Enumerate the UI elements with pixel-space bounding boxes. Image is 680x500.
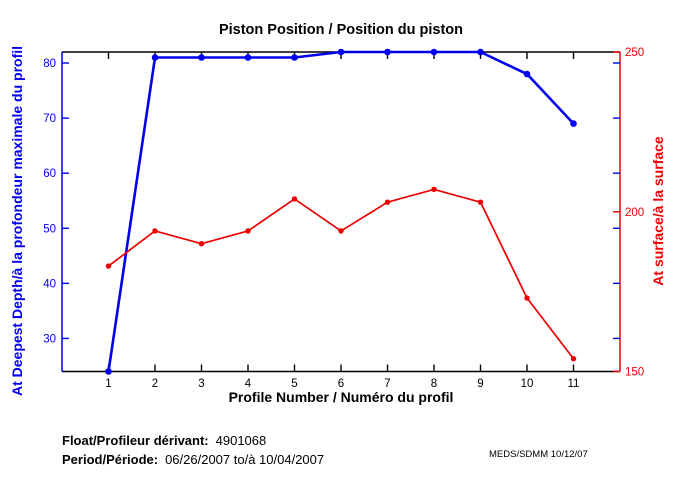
left-tick-label: 40 xyxy=(43,278,56,290)
surface-line-marker xyxy=(245,228,251,234)
surface-line-marker xyxy=(291,196,298,202)
left-tick-label: 60 xyxy=(43,168,56,180)
x-tick-label: 11 xyxy=(568,378,580,390)
x-tick-label: 6 xyxy=(338,378,344,390)
x-tick-label: 8 xyxy=(431,378,437,390)
period-line: Period/Période: 06/26/2007 to/à 10/04/200… xyxy=(62,452,324,467)
float-label: Float/Profileur dérivant: xyxy=(62,433,209,448)
credit-text: MEDS/SDMM 10/12/07 xyxy=(489,449,588,460)
surface-line-marker xyxy=(105,263,112,269)
surface-line-marker xyxy=(524,295,530,301)
left-tick-label: 70 xyxy=(43,113,56,125)
x-tick-label: 5 xyxy=(291,378,297,390)
surface-line-marker xyxy=(152,228,158,234)
surface-line-marker xyxy=(570,356,577,362)
deepest-depth-line-marker xyxy=(244,54,252,61)
left-tick-label: 50 xyxy=(43,223,56,235)
deepest-depth-line-marker xyxy=(477,48,484,56)
surface-line-marker xyxy=(384,199,391,205)
deepest-depth-line-marker xyxy=(291,54,298,61)
right-tick-label: 250 xyxy=(625,47,644,59)
deepest-depth-line-marker xyxy=(430,48,438,56)
period-value: 06/26/2007 to/à 10/04/2007 xyxy=(165,452,325,467)
left-tick-label: 30 xyxy=(43,333,56,345)
surface-line-marker xyxy=(477,199,484,205)
deepest-depth-line-marker xyxy=(105,368,112,375)
deepest-depth-line-marker xyxy=(151,54,159,61)
float-id-line: Float/Profileur dérivant: 4901068 xyxy=(62,433,266,448)
surface-line xyxy=(107,188,575,360)
deepest-depth-line-marker xyxy=(198,54,205,61)
deepest-depth-line-marker xyxy=(523,70,531,78)
left-y-axis-label: At Deepest Depth/à la profondeur maximal… xyxy=(9,45,25,397)
right-y-axis-label: At surface/à la surface xyxy=(650,136,666,286)
surface-line-marker xyxy=(431,186,437,193)
x-axis-label: Profile Number / Numéro du profil xyxy=(228,389,454,405)
x-tick-label: 9 xyxy=(477,378,483,390)
right-tick-label: 200 xyxy=(625,207,644,219)
surface-line-marker xyxy=(198,241,205,247)
period-label: Period/Période: xyxy=(62,452,159,467)
deepest-depth-line-marker xyxy=(337,48,345,56)
right-tick-label: 150 xyxy=(625,367,644,379)
chart-title: Piston Position / Position du piston xyxy=(218,22,464,38)
x-tick-label: 10 xyxy=(521,378,534,390)
deepest-depth-line-marker xyxy=(384,48,391,56)
x-tick-label: 7 xyxy=(384,378,390,390)
x-tick-label: 4 xyxy=(245,378,252,390)
x-tick-label: 1 xyxy=(105,378,111,390)
float-value: 4901068 xyxy=(215,433,267,448)
surface-line-marker xyxy=(338,228,344,234)
x-tick-label: 2 xyxy=(152,378,158,390)
deepest-depth-line xyxy=(107,50,575,372)
left-tick-label: 80 xyxy=(43,58,56,70)
x-tick-label: 3 xyxy=(198,378,204,390)
deepest-depth-line-marker xyxy=(570,120,577,127)
